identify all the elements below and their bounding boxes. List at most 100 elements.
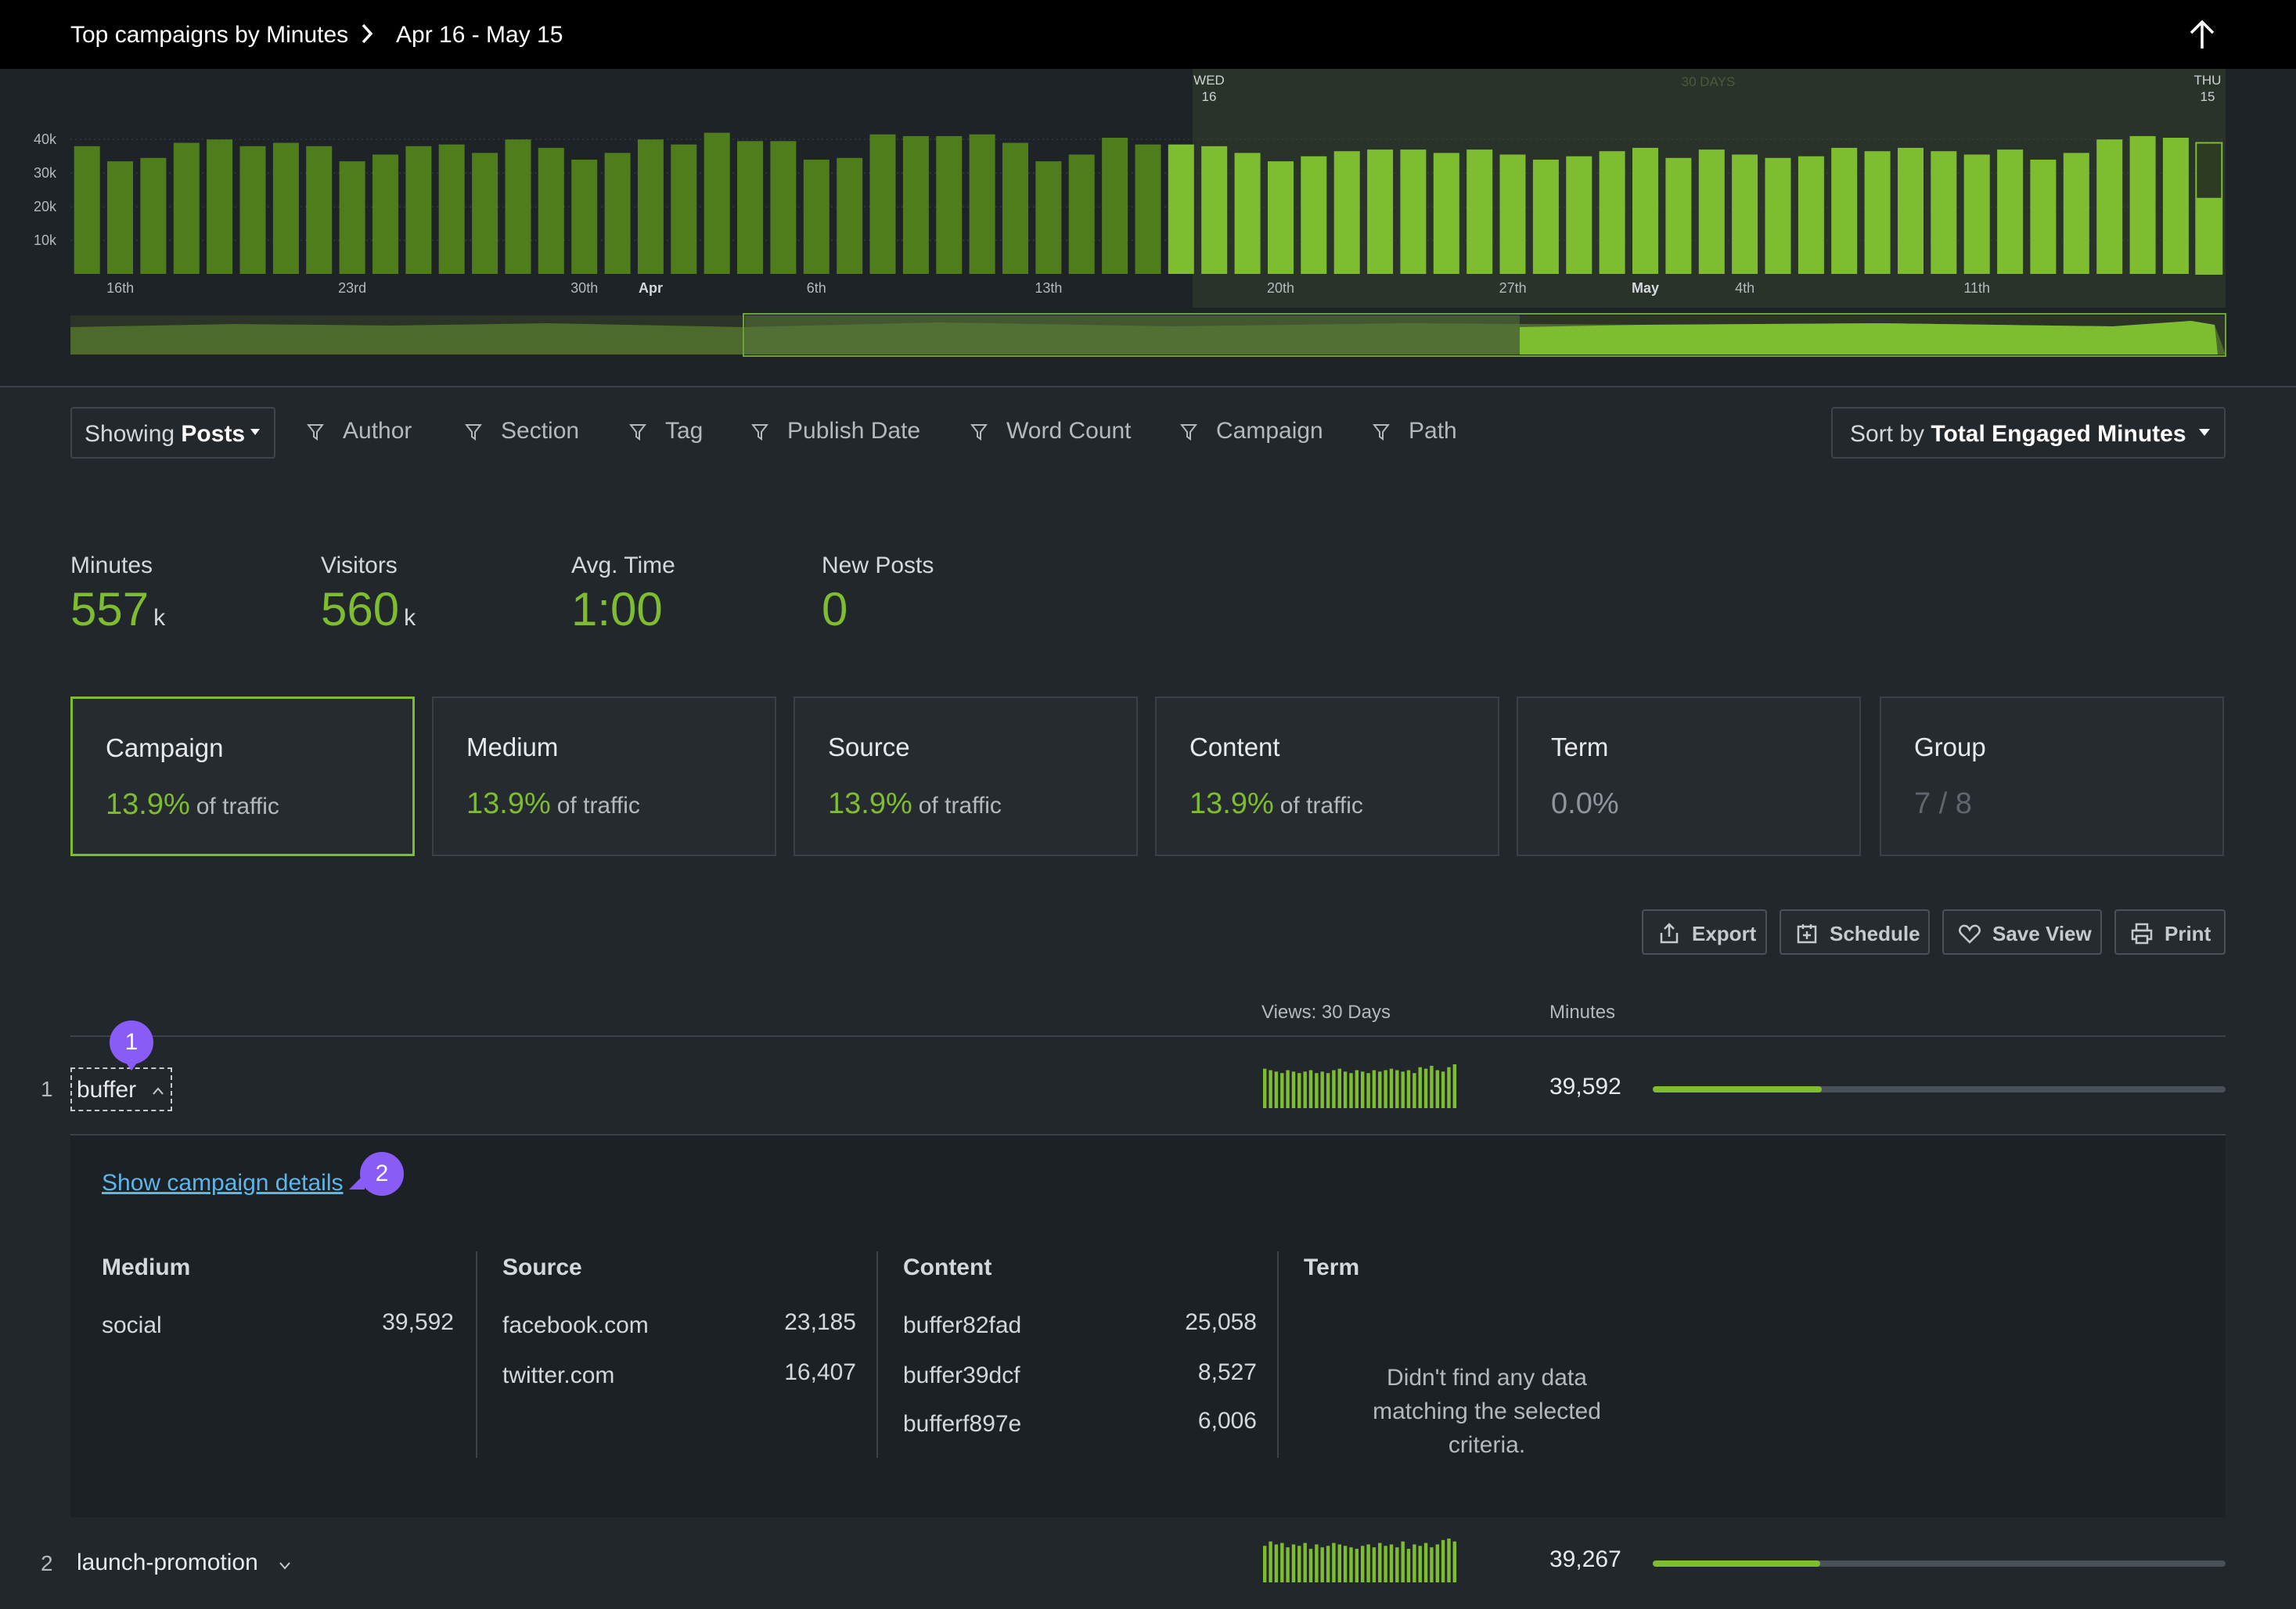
chart-bar[interactable] — [2196, 197, 2222, 274]
x-tick-label: May — [1632, 280, 1659, 296]
chart-bar[interactable] — [2063, 153, 2089, 274]
save-view-button[interactable]: Save View — [1942, 909, 2102, 955]
chevron-right-icon — [360, 20, 376, 54]
chart-bar[interactable] — [173, 142, 200, 275]
chart-bar[interactable] — [1168, 144, 1194, 274]
chart-bar[interactable] — [803, 160, 830, 274]
chart-bar[interactable] — [1798, 156, 1824, 274]
chart-bar[interactable] — [1466, 149, 1493, 274]
chart-bar[interactable] — [472, 153, 498, 274]
chart-bar[interactable] — [438, 144, 465, 274]
chart-bar[interactable] — [1333, 151, 1360, 274]
chart-bar[interactable] — [671, 144, 697, 274]
chart-bar[interactable] — [1632, 147, 1658, 274]
chart-bar[interactable] — [1102, 138, 1128, 274]
schedule-button[interactable]: Schedule — [1780, 909, 1930, 955]
chart-bar[interactable] — [272, 142, 299, 275]
chart-bar[interactable] — [571, 160, 598, 274]
export-button[interactable]: Export — [1642, 909, 1767, 955]
chart-bar[interactable] — [339, 161, 365, 274]
chart-bar[interactable] — [1931, 151, 1957, 274]
chart-bar[interactable] — [505, 139, 531, 274]
chart-bar[interactable] — [1068, 154, 1095, 275]
chart-bar[interactable] — [74, 146, 100, 274]
sparkline-bar — [1378, 1071, 1382, 1108]
chart-bar[interactable] — [2030, 160, 2057, 274]
chart-bar[interactable] — [1433, 153, 1459, 274]
chart-bar[interactable] — [2129, 135, 2156, 274]
arrow-up-icon[interactable] — [2185, 17, 2219, 52]
chevron-down-icon[interactable] — [279, 1560, 291, 1570]
chart-bar[interactable] — [936, 135, 963, 274]
chart-bar[interactable] — [1301, 156, 1327, 274]
chart-svg[interactable]: 40k 30k 20k 10k 16th 23rd 30th Apr 6th 13th 20th 2… — [0, 69, 2296, 386]
chart-bar[interactable] — [1765, 157, 1791, 274]
chart-bar[interactable] — [737, 141, 763, 274]
chart-bar[interactable] — [107, 161, 133, 274]
chart-bar[interactable] — [1234, 153, 1261, 274]
card-group[interactable]: Group 7 / 8 — [1880, 697, 2224, 856]
sparkline-bar — [1423, 1542, 1428, 1582]
chart-bar[interactable] — [1831, 147, 1858, 274]
print-button[interactable]: Print — [2114, 909, 2226, 955]
chart-bar[interactable] — [1135, 144, 1161, 274]
chart-bar[interactable] — [1002, 142, 1028, 275]
chart-bar[interactable] — [239, 146, 266, 274]
chart-bar[interactable] — [140, 157, 167, 274]
details-source-header: Source — [502, 1254, 582, 1280]
chart-bar[interactable] — [604, 153, 631, 274]
schedule-label: Schedule — [1830, 922, 1920, 945]
chart-bar[interactable] — [1599, 151, 1625, 274]
show-campaign-details-link[interactable]: Show campaign details — [102, 1170, 344, 1196]
card-content[interactable]: Content 13.9% of traffic — [1155, 697, 1499, 856]
chart-bar[interactable] — [1367, 149, 1394, 274]
chart-bar[interactable] — [902, 135, 929, 274]
chart-bar[interactable] — [1698, 149, 1725, 274]
card-term[interactable]: Term 0.0% — [1517, 697, 1861, 856]
chart-bar[interactable] — [969, 134, 995, 274]
chart-bar[interactable] — [1499, 154, 1526, 275]
chart-bar[interactable] — [1566, 156, 1592, 274]
overview-brush[interactable] — [70, 313, 2226, 357]
y-tick-label: 30k — [34, 165, 57, 181]
minutes-chart[interactable]: 40k 30k 20k 10k 16th 23rd 30th Apr 6th 13th 20th 2… — [0, 69, 2296, 386]
chart-bar[interactable] — [770, 141, 797, 274]
card-medium[interactable]: Medium 13.9% of traffic — [432, 697, 776, 856]
showing-select[interactable]: Showing Posts — [70, 407, 275, 459]
row-name[interactable]: launch-promotion — [77, 1550, 258, 1575]
chart-bar[interactable] — [1201, 146, 1228, 274]
chart-bar[interactable] — [1532, 160, 1559, 274]
selection-end-date: 15 — [2201, 89, 2215, 104]
chart-bar[interactable] — [1864, 151, 1891, 274]
chart-bar[interactable] — [1400, 149, 1427, 274]
chart-bar[interactable] — [306, 146, 333, 274]
chart-bar[interactable] — [2096, 139, 2123, 274]
chart-bar[interactable] — [372, 154, 398, 275]
chart-bar[interactable] — [869, 134, 896, 274]
filter-publish-date-label: Publish Date — [787, 418, 921, 444]
chevron-up-icon[interactable] — [152, 1086, 164, 1096]
sort-select[interactable]: Sort by Total Engaged Minutes — [1831, 407, 2226, 459]
row-name-focus[interactable]: buffer — [70, 1067, 172, 1111]
chart-bar[interactable] — [1898, 147, 1924, 274]
caret-down-icon — [2199, 429, 2210, 436]
chart-bar[interactable] — [1997, 149, 2024, 274]
chart-bar[interactable] — [704, 132, 730, 274]
chart-bar[interactable] — [637, 139, 664, 274]
chart-bar[interactable] — [1665, 157, 1692, 274]
chart-bar[interactable] — [1732, 154, 1758, 275]
date-range[interactable]: Apr 16 - May 15 — [396, 22, 563, 48]
chart-bar[interactable] — [538, 147, 564, 274]
chart-bar[interactable] — [207, 139, 233, 274]
chart-bar[interactable] — [1963, 154, 1990, 275]
sparkline-bar — [1418, 1546, 1422, 1582]
sparkline-bar — [1441, 1071, 1445, 1108]
card-source[interactable]: Source 13.9% of traffic — [794, 697, 1138, 856]
sparkline-bar — [1447, 1539, 1451, 1582]
chart-bar[interactable] — [837, 157, 863, 274]
card-campaign[interactable]: Campaign 13.9% of traffic — [70, 697, 415, 856]
chart-bar[interactable] — [2162, 138, 2189, 274]
chart-bar[interactable] — [1268, 161, 1294, 274]
chart-bar[interactable] — [1035, 161, 1062, 274]
chart-bar[interactable] — [405, 146, 432, 274]
